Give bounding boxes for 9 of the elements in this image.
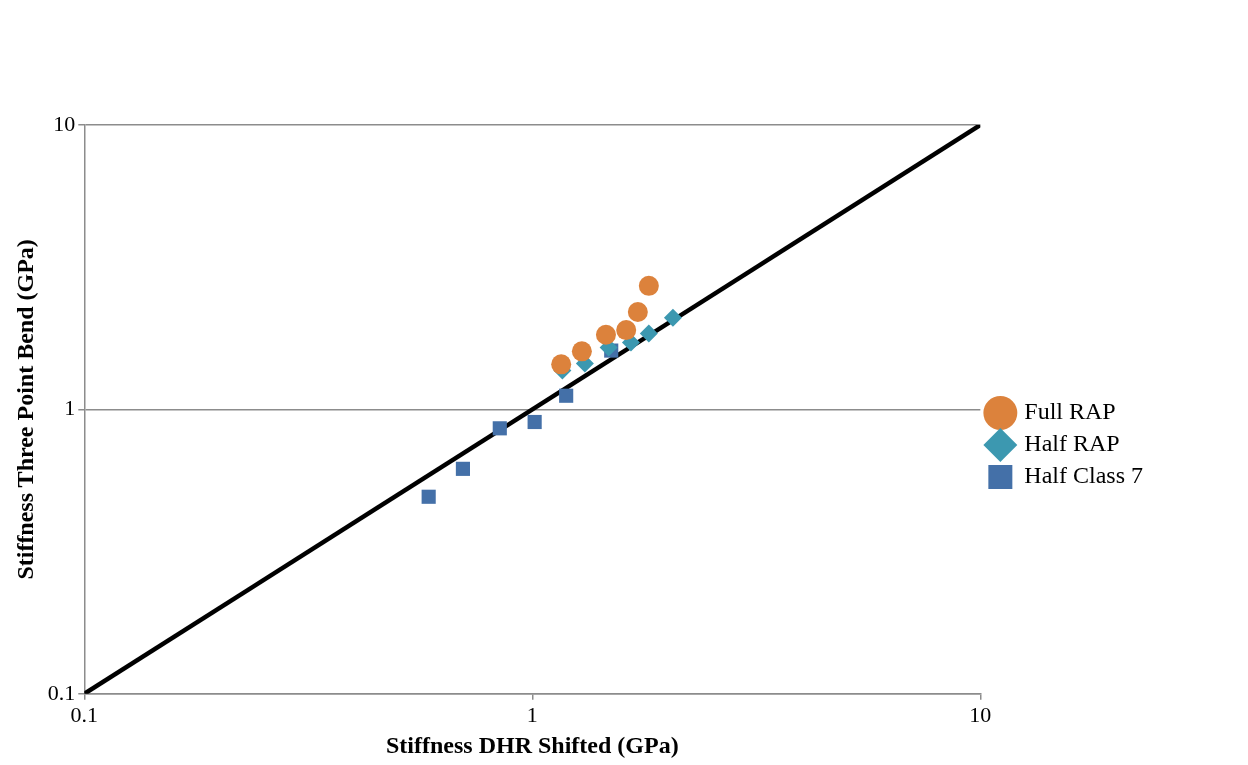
y-tick-label: 1 [64,395,76,421]
legend-label: Half RAP [1024,430,1120,457]
x-axis-title: Stiffness DHR Shifted (GPa) [385,731,679,758]
x-tick-label: 1 [526,701,538,727]
x-tick-label: 10 [969,701,992,727]
y-axis-title: Stiffness Three Point Bend (GPa) [11,239,38,580]
y-tick-label: 10 [53,110,76,136]
legend-label: Full RAP [1024,398,1116,425]
legend-label: Half Class 7 [1024,462,1143,489]
